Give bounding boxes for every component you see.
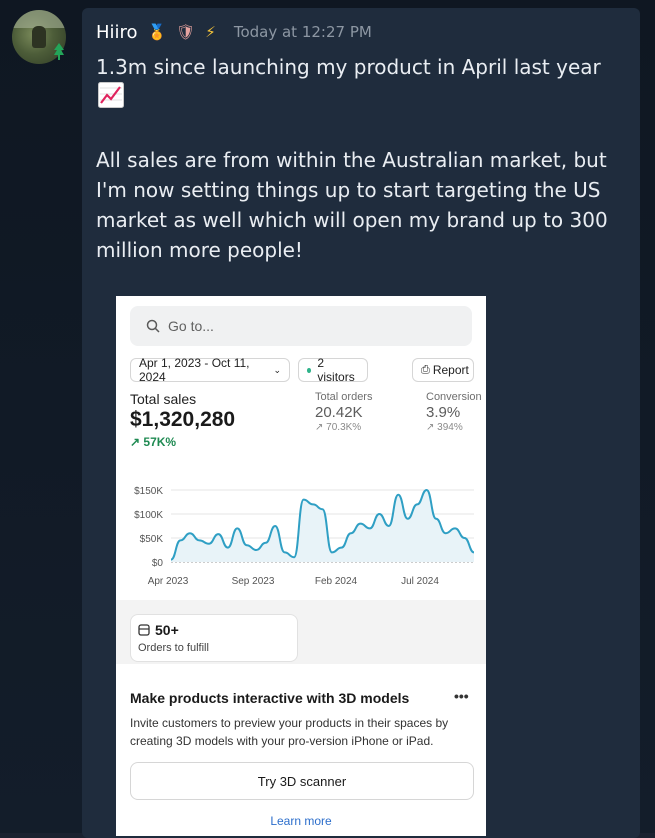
x-tick-label: Jul 2024 (401, 576, 439, 587)
conversion-label: Conversion (426, 391, 482, 403)
medal-icon: 🏅 (147, 23, 167, 41)
total-sales-label: Total sales (130, 391, 197, 407)
search-placeholder: Go to... (168, 318, 214, 334)
sales-chart: $150K $100K $50K $0 Apr 2023 Sep 2023 Feb 2024… (134, 486, 475, 587)
search-icon (146, 319, 160, 333)
embedded-screenshot[interactable]: Go to... Apr 1, 2023 - Oct 11, 2024 ⌄ 2 … (116, 296, 486, 836)
package-icon (138, 624, 150, 636)
visitors-label: 2 visitors (317, 356, 355, 384)
author-name[interactable]: Hiiro (96, 21, 138, 43)
bolt-icon: ⚡ (205, 23, 216, 41)
chart-increasing-icon (98, 82, 124, 108)
message-paragraph: All sales are from within the Australian… (96, 148, 608, 262)
total-orders-change: ↗ 70.3K% (315, 422, 362, 433)
total-sales-change: ↗ 57K% (130, 435, 177, 449)
conversion-value: 3.9% (426, 404, 461, 421)
date-range-picker[interactable]: Apr 1, 2023 - Oct 11, 2024 ⌄ (130, 356, 290, 384)
tree-badge-icon (54, 43, 64, 60)
y-tick-label: $100K (134, 510, 163, 521)
learn-more-link[interactable]: Learn more (270, 814, 332, 828)
y-tick-label: $50K (140, 534, 164, 545)
report-label: Report (432, 363, 469, 377)
live-dot-icon (307, 367, 312, 373)
try-3d-scanner-button[interactable]: Try 3D scanner (130, 762, 474, 800)
trend-up-icon: ↗ (426, 422, 438, 433)
chevron-down-icon: ⌄ (273, 364, 281, 375)
message-line1: 1.3m since launching my product in April… (96, 55, 601, 79)
trend-up-icon: ↗ (130, 435, 144, 449)
orders-to-fulfill-card[interactable] (130, 614, 298, 662)
shield-icon: 🛡 (176, 23, 196, 41)
timestamp: Today at 12:27 PM (233, 23, 372, 41)
sales-area (171, 490, 474, 562)
orders-to-fulfill-label: Orders to fulfill (138, 642, 209, 654)
orders-to-fulfill-count: 50+ (138, 622, 179, 638)
more-options-icon[interactable]: ••• (454, 688, 469, 704)
trend-up-icon: ↗ (315, 422, 327, 433)
total-orders-value: 20.42K (315, 404, 363, 421)
conversion-change: ↗ 394% (426, 422, 463, 433)
promo-description: Invite customers to preview your product… (130, 716, 449, 748)
promo-title: Make products interactive with 3D models (130, 690, 410, 706)
message-header: Hiiro 🏅 🛡 ⚡ Today at 12:27 PM (96, 20, 372, 44)
y-tick-label: $0 (152, 558, 164, 569)
total-sales-value: $1,320,280 (130, 408, 236, 431)
date-range-label: Apr 1, 2023 - Oct 11, 2024 (139, 356, 250, 384)
report-button[interactable]: ⎙ Report (412, 358, 474, 382)
search-bar[interactable]: Go to... (130, 306, 472, 346)
x-tick-label: Sep 2023 (232, 576, 275, 587)
x-tick-label: Feb 2024 (315, 576, 358, 587)
report-icon: ⎙ (421, 363, 430, 376)
sales-line (170, 488, 475, 561)
visitors-chip[interactable]: 2 visitors (298, 356, 368, 384)
x-tick-label: Apr 2023 (148, 576, 189, 587)
y-tick-label: $150K (134, 486, 163, 497)
total-orders-label: Total orders (315, 391, 373, 403)
